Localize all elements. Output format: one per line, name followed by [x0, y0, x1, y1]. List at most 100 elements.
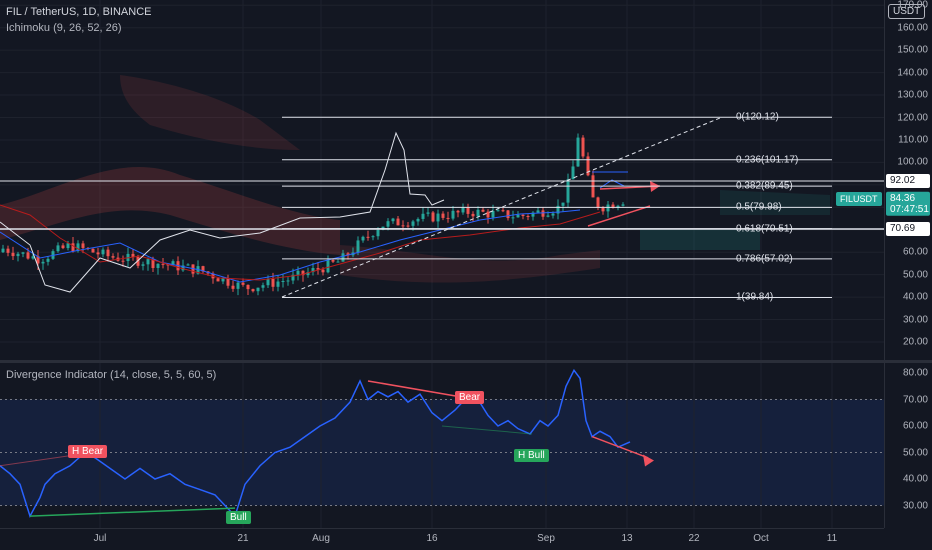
candle-body: [201, 266, 205, 272]
candle: [16, 251, 20, 262]
candle-body: [521, 214, 525, 217]
candle-body: [496, 210, 500, 212]
candle: [366, 230, 370, 241]
candle: [451, 206, 455, 221]
candle: [56, 242, 60, 253]
candle-body: [71, 243, 75, 252]
time-tick: 11: [826, 533, 838, 544]
hidden-bull-line: [441, 425, 533, 435]
candle-body: [91, 248, 95, 253]
candle: [531, 211, 535, 221]
candle-body: [41, 261, 45, 264]
candle: [96, 247, 100, 259]
candle-body: [121, 260, 125, 262]
candle: [486, 209, 490, 224]
candle: [301, 270, 305, 282]
symbol-title[interactable]: FIL / TetherUS, 1D, BINANCE: [6, 6, 152, 18]
candle: [416, 217, 420, 226]
candle-body: [471, 213, 475, 217]
candle-body: [61, 245, 65, 249]
divergence-legend[interactable]: Divergence Indicator (14, close, 5, 5, 6…: [6, 369, 217, 381]
candle: [391, 217, 395, 224]
candle-body: [286, 280, 290, 282]
candle: [446, 211, 450, 223]
candle-body: [6, 248, 10, 253]
candle-body: [396, 218, 400, 226]
candle-body: [301, 270, 305, 276]
time-axis[interactable]: Jul 21 Aug 16 Sep 13 22 Oct 11: [0, 528, 884, 550]
candle-body: [231, 285, 235, 289]
candle-body: [331, 259, 335, 262]
candle: [466, 203, 470, 218]
candle-body: [436, 213, 440, 222]
candle-body: [266, 278, 270, 286]
bearish-cloud: [120, 75, 300, 150]
candle: [316, 262, 320, 275]
currency-button[interactable]: USDT: [888, 4, 926, 19]
oscillator-tick: 60.00: [902, 420, 928, 432]
price-tick: 40.00: [902, 291, 928, 303]
candle: [501, 207, 505, 213]
candle: [406, 221, 410, 228]
price-chart-pane[interactable]: FIL / TetherUS, 1D, BINANCE Ichimoku (9,…: [0, 0, 884, 360]
candle: [536, 207, 540, 214]
oscillator-tick: 50.00: [902, 447, 928, 458]
candle: [591, 170, 595, 198]
candle-body: [311, 268, 315, 273]
bullish-cloud: [640, 228, 760, 250]
candle: [396, 215, 400, 226]
candle-body: [261, 285, 265, 288]
candle: [311, 262, 315, 276]
candle: [436, 209, 440, 228]
candle: [121, 255, 125, 267]
oscillator-axis[interactable]: 80.00 70.00 60.00 50.00 40.00 30.00: [884, 363, 932, 528]
candle: [91, 248, 95, 253]
candle-body: [21, 252, 25, 254]
candle: [566, 173, 570, 208]
candle-body: [466, 207, 470, 214]
candle-body: [406, 225, 410, 227]
ichimoku-legend[interactable]: Ichimoku (9, 26, 52, 26): [6, 22, 122, 34]
h-bear-badge: H Bear: [68, 445, 108, 458]
candle: [141, 261, 145, 271]
candle: [246, 284, 250, 296]
candle-body: [571, 166, 575, 180]
divergence-pane[interactable]: Divergence Indicator (14, close, 5, 5, 6…: [0, 363, 884, 528]
candle-body: [1, 248, 5, 253]
candle-body: [561, 202, 565, 206]
candle: [506, 210, 510, 221]
candle: [231, 280, 235, 292]
candle-body: [606, 204, 610, 212]
candle: [51, 249, 55, 260]
candle-body: [321, 269, 325, 273]
price-tick: 140.00: [897, 67, 928, 79]
candle-body: [376, 229, 380, 237]
candle: [481, 207, 485, 213]
candle: [326, 255, 330, 274]
candle: [81, 240, 85, 254]
candle: [181, 259, 185, 272]
candle-body: [581, 137, 585, 157]
candle: [521, 213, 525, 220]
candle-body: [306, 272, 310, 276]
fibonacci-level-label: 0(120.12): [736, 111, 779, 123]
candle-body: [66, 243, 70, 249]
candle-body: [216, 278, 220, 282]
candle-body: [431, 212, 435, 222]
pane-divider[interactable]: [0, 360, 932, 363]
candle: [511, 210, 515, 224]
candle-body: [486, 211, 490, 218]
price-tick: 130.00: [897, 89, 928, 101]
candle-body: [96, 252, 100, 255]
time-tick: Oct: [753, 533, 769, 544]
candle: [286, 277, 290, 286]
candle-body: [156, 263, 160, 269]
time-tick: 21: [237, 533, 249, 544]
time-tick: 16: [426, 533, 438, 544]
conversion-line: [0, 209, 581, 283]
candle-body: [281, 281, 285, 283]
candle-body: [26, 252, 30, 259]
candle: [1, 244, 5, 253]
candle: [106, 246, 110, 262]
bull-badge: Bull: [226, 511, 251, 524]
